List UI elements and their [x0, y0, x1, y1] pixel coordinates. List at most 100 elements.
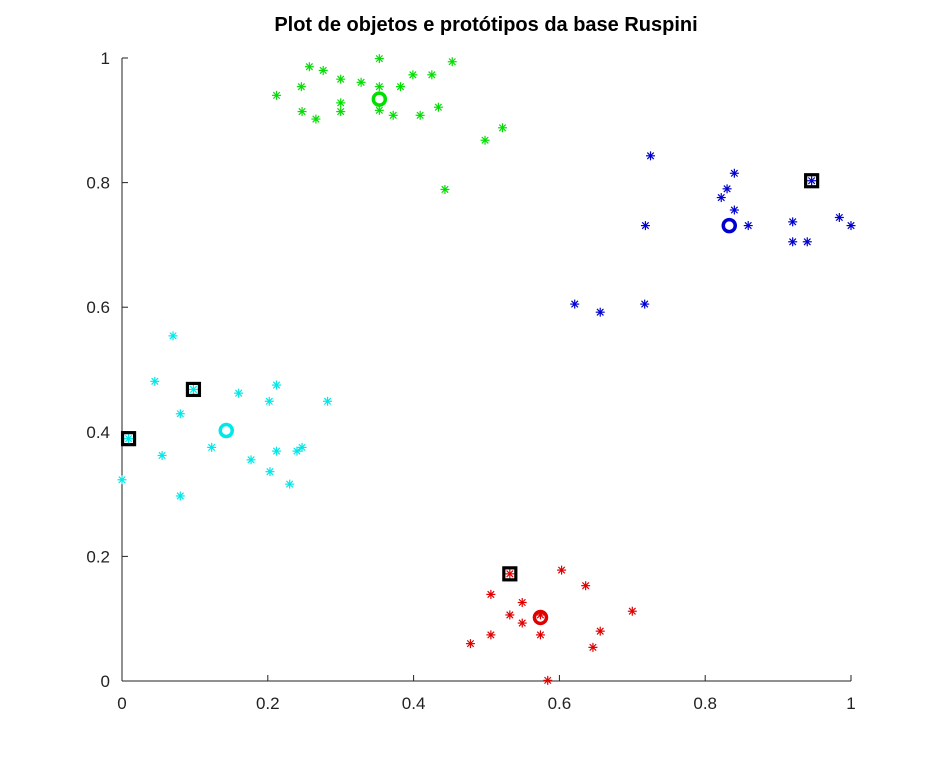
data-point	[480, 135, 490, 145]
data-point	[427, 70, 437, 80]
data-point	[124, 434, 134, 444]
data-point	[388, 110, 398, 120]
data-point	[395, 82, 405, 92]
data-point	[627, 606, 637, 616]
data-point	[311, 114, 321, 124]
data-point	[292, 446, 302, 456]
data-point	[272, 380, 282, 390]
data-point	[505, 569, 515, 579]
prototype-marker	[532, 609, 549, 626]
y-tick-label: 0.8	[86, 174, 110, 193]
data-point	[304, 62, 314, 72]
prototype-marker	[371, 91, 388, 107]
data-point	[264, 396, 274, 406]
chart-title: Plot de objetos e protótipos da base Rus…	[274, 14, 697, 36]
data-point	[716, 193, 726, 203]
data-point	[175, 491, 185, 501]
data-point	[498, 123, 508, 133]
selected-object-marker	[804, 173, 820, 189]
data-point	[505, 610, 515, 620]
prototype-marker	[721, 217, 738, 234]
data-point	[168, 331, 178, 341]
data-point	[336, 98, 346, 108]
data-point	[543, 675, 553, 685]
axes	[121, 58, 851, 682]
x-tick-label: 0.6	[548, 694, 572, 713]
data-point	[588, 642, 598, 652]
data-points	[117, 54, 856, 685]
data-point	[323, 396, 333, 406]
data-point	[265, 467, 275, 477]
data-point	[272, 446, 282, 456]
data-point	[486, 589, 496, 599]
data-point	[336, 74, 346, 84]
data-point	[535, 630, 545, 640]
y-tick-label: 0.6	[86, 298, 110, 317]
data-point	[486, 630, 496, 640]
data-point	[646, 151, 656, 161]
data-point	[188, 384, 198, 394]
x-tick-label: 0.2	[256, 694, 280, 713]
data-point	[433, 102, 443, 112]
data-point	[640, 299, 650, 309]
x-tick-label: 0.4	[402, 694, 426, 713]
data-point	[285, 479, 295, 489]
data-point	[570, 299, 580, 309]
data-point	[374, 54, 384, 64]
y-tick-label: 0	[101, 672, 110, 691]
data-point	[157, 450, 167, 460]
prototype-marker	[218, 422, 234, 439]
x-tick-label: 0.8	[693, 694, 717, 713]
data-point	[246, 455, 256, 465]
data-point	[356, 77, 366, 87]
data-point	[234, 388, 244, 398]
data-point	[175, 409, 185, 419]
data-point	[336, 107, 346, 117]
data-point	[802, 237, 812, 247]
data-point	[374, 105, 384, 115]
data-point	[788, 237, 798, 247]
data-point	[807, 176, 817, 186]
data-point	[557, 565, 567, 575]
data-point	[415, 110, 425, 120]
data-point	[595, 626, 605, 636]
data-point	[846, 221, 856, 231]
data-point	[581, 581, 591, 591]
data-point	[447, 57, 457, 67]
data-point	[297, 107, 307, 117]
y-tick-label: 1	[101, 49, 110, 68]
data-point	[517, 618, 527, 628]
data-point	[150, 376, 160, 386]
data-point	[743, 221, 753, 231]
data-point	[722, 184, 732, 194]
selected-object-marker	[120, 431, 137, 447]
data-point	[318, 65, 328, 75]
y-axis-ticks: 0 0.2 0.4 0.6 0.8 1	[86, 49, 128, 691]
x-axis-ticks: 0 0.2 0.4 0.6 0.8 1	[117, 675, 856, 713]
data-point	[788, 217, 798, 227]
selected-object-marker	[502, 566, 518, 582]
data-point	[297, 442, 307, 452]
data-point	[207, 442, 217, 452]
data-point	[729, 168, 739, 178]
data-point	[640, 221, 650, 231]
data-point	[117, 475, 127, 485]
data-point	[517, 598, 527, 608]
data-point	[296, 82, 306, 92]
data-point	[440, 184, 450, 194]
data-point	[374, 82, 384, 92]
y-tick-label: 0.4	[86, 423, 110, 442]
x-tick-label: 0	[117, 694, 126, 713]
x-tick-label: 1	[846, 694, 855, 713]
data-point	[272, 90, 282, 100]
data-point	[408, 70, 418, 80]
data-point	[729, 205, 739, 215]
data-point	[595, 307, 605, 317]
selected-object-markers	[120, 173, 820, 582]
data-point	[834, 212, 844, 222]
selected-object-marker	[185, 381, 202, 398]
prototype-markers	[218, 91, 738, 626]
data-point	[465, 639, 475, 649]
y-tick-label: 0.2	[86, 547, 110, 566]
